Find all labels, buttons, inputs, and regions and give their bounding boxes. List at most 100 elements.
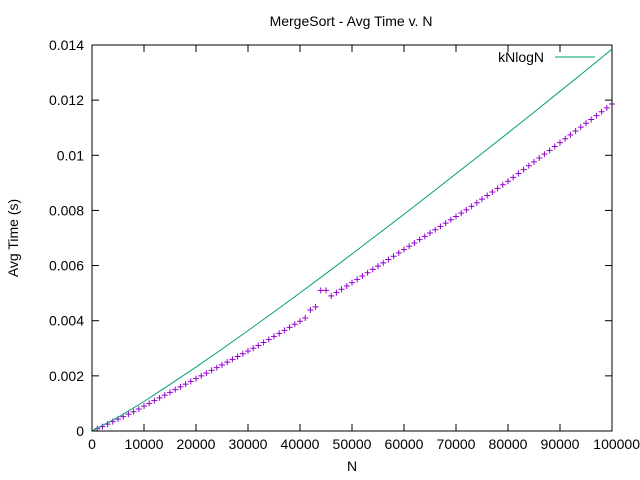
plot-area: [91, 48, 615, 432]
data-point: [234, 353, 241, 360]
y-axis-ticks: 0 0.002 0.004 0.006 0.008 0.01 0.012 0.014: [49, 37, 612, 439]
chart-title: MergeSort - Avg Time v. N: [270, 13, 433, 29]
data-point: [375, 263, 381, 270]
data-point: [593, 112, 600, 119]
data-point: [427, 230, 433, 237]
series-line-knlogn: [91, 48, 613, 432]
data-point: [603, 104, 610, 111]
data-point: [468, 203, 475, 210]
data-point: [203, 370, 210, 377]
x-axis-ticks: 0 10000 20000 30000 40000 50000 60000 70000 8000…: [88, 45, 640, 452]
data-point: [489, 188, 496, 195]
data-point: [156, 394, 163, 401]
data-point: [338, 286, 345, 293]
data-point: [411, 239, 418, 246]
data-point: [167, 389, 173, 396]
data-point: [525, 162, 532, 169]
data-point: [291, 321, 298, 328]
data-point: [312, 303, 319, 310]
x-tick-label: 100000: [593, 436, 640, 452]
data-point: [125, 411, 132, 418]
y-tick-label: 0.01: [57, 147, 84, 163]
data-point: [281, 327, 288, 334]
data-point: [343, 282, 350, 289]
data-point: [395, 249, 402, 256]
plot-frame: [91, 44, 613, 432]
data-point: [442, 220, 449, 227]
data-point: [453, 213, 459, 220]
data-point: [271, 333, 277, 340]
data-point: [479, 196, 485, 203]
data-point: [151, 397, 158, 404]
data-point: [385, 256, 392, 263]
data-point: [421, 233, 428, 240]
data-point: [583, 120, 589, 127]
data-point: [245, 348, 251, 355]
x-tick-label: 50000: [333, 436, 372, 452]
data-point: [146, 400, 153, 407]
data-point: [135, 405, 142, 412]
data-point: [541, 151, 548, 158]
data-point: [286, 324, 293, 331]
legend: kNlogN: [498, 49, 595, 65]
legend-label-knlogn: kNlogN: [498, 49, 544, 65]
x-tick-label: 10000: [125, 436, 164, 452]
data-point: [333, 289, 340, 296]
data-point: [187, 378, 194, 385]
data-point: [510, 174, 517, 181]
data-point: [369, 266, 376, 273]
data-point: [447, 216, 454, 223]
data-point: [484, 192, 491, 199]
data-point: [463, 206, 470, 213]
data-point: [562, 135, 569, 142]
data-point: [390, 253, 397, 260]
data-point: [401, 246, 407, 253]
data-point: [354, 276, 361, 283]
data-point: [499, 181, 506, 188]
data-point: [198, 372, 205, 379]
y-tick-label: 0: [76, 423, 84, 439]
data-point: [317, 287, 324, 294]
x-tick-label: 20000: [177, 436, 216, 452]
data-point: [473, 199, 480, 206]
data-point: [572, 128, 579, 135]
y-tick-label: 0.006: [49, 258, 84, 274]
y-tick-label: 0.002: [49, 368, 84, 384]
data-point: [515, 170, 522, 177]
data-point: [213, 364, 220, 371]
data-point: [208, 367, 215, 374]
data-point: [432, 226, 439, 233]
data-point: [297, 318, 303, 325]
data-point: [437, 223, 444, 230]
x-tick-label: 40000: [281, 436, 320, 452]
data-point: [130, 408, 137, 415]
data-point: [302, 314, 309, 321]
data-point: [546, 147, 553, 154]
y-tick-label: 0.014: [49, 37, 84, 53]
data-point: [567, 131, 574, 138]
data-point: [380, 259, 387, 266]
data-point: [551, 143, 558, 150]
data-point: [182, 381, 189, 388]
x-tick-label: 30000: [229, 436, 268, 452]
x-tick-label: 90000: [541, 436, 580, 452]
data-point: [276, 330, 283, 337]
data-point: [588, 116, 595, 123]
data-point: [531, 158, 537, 165]
data-point: [141, 403, 147, 410]
data-point: [598, 108, 605, 115]
data-point: [177, 383, 184, 390]
series-points: [94, 101, 615, 432]
data-point: [458, 210, 465, 217]
data-point: [557, 139, 563, 146]
data-point: [224, 359, 231, 366]
data-point: [364, 269, 371, 276]
data-point: [505, 178, 511, 185]
x-tick-label: 70000: [437, 436, 476, 452]
y-tick-label: 0.012: [49, 92, 84, 108]
series-layer: [91, 48, 615, 432]
data-point: [229, 356, 236, 363]
data-point: [193, 375, 199, 382]
